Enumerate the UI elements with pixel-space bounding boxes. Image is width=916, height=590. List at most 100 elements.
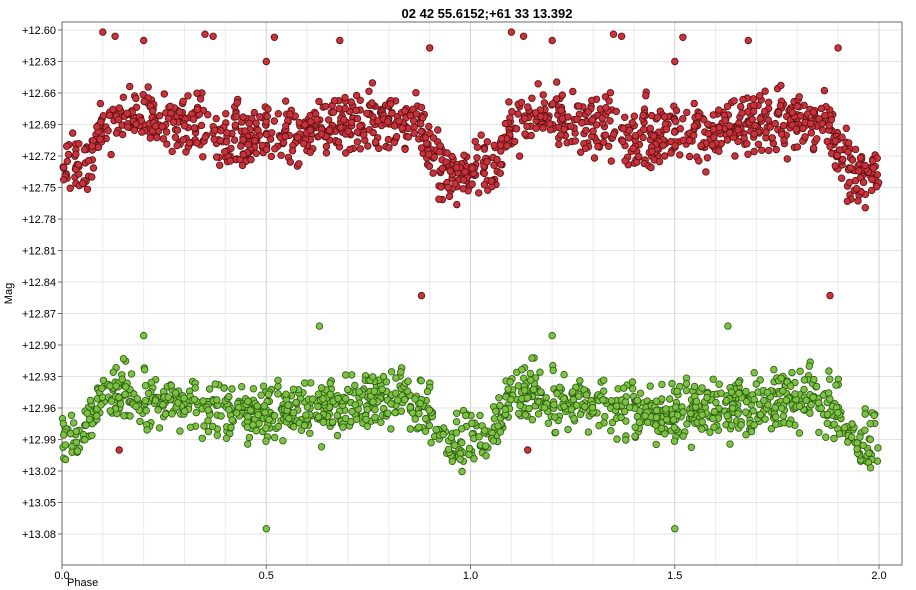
data-point xyxy=(764,116,773,124)
data-point xyxy=(653,113,662,121)
data-point xyxy=(191,384,199,392)
data-point xyxy=(830,420,838,428)
data-point xyxy=(777,81,785,90)
data-point xyxy=(564,113,572,121)
data-point xyxy=(496,169,504,177)
data-point xyxy=(866,420,874,428)
data-point xyxy=(261,408,269,417)
data-point xyxy=(213,431,221,439)
data-point xyxy=(779,121,788,130)
data-point xyxy=(199,397,207,405)
data-point xyxy=(317,443,326,451)
data-point xyxy=(96,135,104,143)
data-point xyxy=(600,376,608,384)
data-point xyxy=(288,146,297,155)
data-point xyxy=(655,157,664,166)
data-point xyxy=(799,124,807,133)
data-point xyxy=(199,153,207,161)
data-point xyxy=(560,370,568,379)
y-tick-label: +12.63 xyxy=(22,57,56,69)
data-point xyxy=(105,111,114,119)
data-point xyxy=(342,394,350,403)
data-point xyxy=(709,111,717,119)
data-point xyxy=(527,376,535,384)
data-point xyxy=(679,33,687,41)
data-point xyxy=(649,132,658,140)
data-point xyxy=(460,151,468,159)
data-point xyxy=(473,154,481,162)
data-point xyxy=(817,104,826,113)
data-point xyxy=(854,197,862,205)
data-point xyxy=(274,376,282,385)
data-point xyxy=(635,418,644,426)
data-point xyxy=(116,400,125,408)
data-point xyxy=(621,157,629,165)
data-point xyxy=(761,415,769,423)
data-point xyxy=(352,106,360,115)
data-point xyxy=(742,408,750,416)
data-point xyxy=(539,124,547,132)
data-point xyxy=(496,401,504,410)
y-axis-label: Mag xyxy=(3,283,15,304)
data-point xyxy=(661,430,669,438)
data-point xyxy=(238,161,247,170)
data-point xyxy=(776,101,785,110)
data-point xyxy=(652,421,660,429)
data-point xyxy=(848,433,856,441)
data-point xyxy=(404,377,412,385)
data-point xyxy=(826,395,834,403)
data-point xyxy=(599,138,608,146)
data-point xyxy=(666,395,674,403)
data-point xyxy=(805,362,813,370)
data-point xyxy=(452,163,461,172)
y-tick-label: +12.96 xyxy=(22,403,56,415)
data-point xyxy=(303,403,312,411)
data-point xyxy=(237,383,246,391)
data-point xyxy=(584,428,593,436)
data-point xyxy=(264,105,272,113)
data-point xyxy=(88,142,96,150)
data-point xyxy=(384,135,393,144)
data-point xyxy=(742,387,750,396)
data-point xyxy=(190,395,199,404)
data-point xyxy=(211,126,219,134)
y-tick-label: +12.93 xyxy=(22,372,56,384)
data-point xyxy=(209,32,217,40)
data-point xyxy=(771,404,779,412)
data-point xyxy=(319,418,327,426)
data-point xyxy=(742,398,751,406)
data-point xyxy=(546,120,554,128)
data-point xyxy=(247,155,255,164)
data-point xyxy=(61,455,70,464)
data-point xyxy=(837,174,846,182)
data-point xyxy=(415,409,423,418)
data-point xyxy=(607,427,615,435)
data-point xyxy=(763,388,772,397)
data-point xyxy=(573,115,581,123)
data-point xyxy=(434,126,442,134)
data-point xyxy=(425,150,433,158)
data-point xyxy=(676,151,684,159)
data-point xyxy=(783,155,791,163)
data-point xyxy=(507,395,515,404)
data-point xyxy=(371,413,379,421)
data-point xyxy=(833,151,841,160)
data-point xyxy=(788,368,796,377)
data-point xyxy=(443,149,451,157)
data-point xyxy=(151,122,160,130)
data-point xyxy=(356,145,364,153)
data-point xyxy=(657,424,666,432)
data-point xyxy=(201,133,209,141)
data-point xyxy=(245,433,254,442)
data-point xyxy=(204,406,212,414)
data-point xyxy=(630,112,638,120)
data-point xyxy=(458,425,466,433)
data-point xyxy=(439,430,447,439)
data-point xyxy=(653,406,661,415)
data-point xyxy=(164,114,173,123)
data-point xyxy=(521,114,529,123)
data-point xyxy=(412,110,420,118)
data-point xyxy=(810,375,818,384)
data-point xyxy=(548,331,556,340)
data-point xyxy=(704,120,712,128)
